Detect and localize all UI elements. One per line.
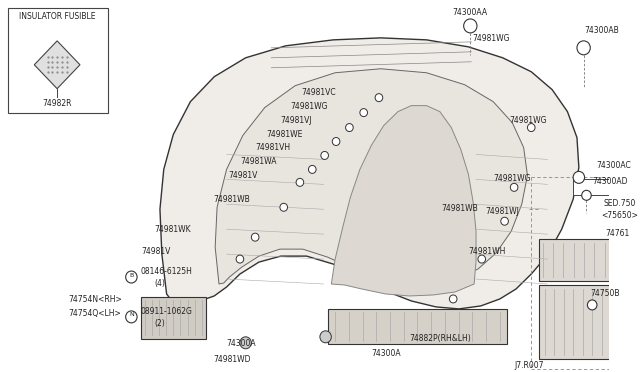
Text: 74754N<RH>: 74754N<RH> <box>68 295 122 304</box>
Text: 74981WK: 74981WK <box>154 225 191 234</box>
Text: 74981WH: 74981WH <box>468 247 506 256</box>
Circle shape <box>478 255 486 263</box>
Text: 74981WG: 74981WG <box>509 116 547 125</box>
Text: 08911-1062G: 08911-1062G <box>141 307 193 316</box>
Circle shape <box>280 203 287 211</box>
Text: 74300A: 74300A <box>371 349 401 358</box>
Polygon shape <box>215 69 527 284</box>
Text: 74982R: 74982R <box>42 99 72 108</box>
Circle shape <box>510 183 518 191</box>
Text: INSULATOR FUSIBLE: INSULATOR FUSIBLE <box>19 12 95 21</box>
Circle shape <box>125 271 137 283</box>
Text: 74981V: 74981V <box>141 247 170 256</box>
Text: B: B <box>129 273 134 278</box>
Bar <box>328 309 506 344</box>
Text: 74981WE: 74981WE <box>267 129 303 138</box>
Circle shape <box>332 138 340 145</box>
Circle shape <box>125 311 137 323</box>
Text: 74300AB: 74300AB <box>584 26 620 35</box>
Text: 74750B: 74750B <box>590 289 620 298</box>
Circle shape <box>449 295 457 303</box>
Bar <box>539 285 627 359</box>
Text: (4): (4) <box>154 279 165 288</box>
Circle shape <box>375 94 383 102</box>
Text: 74882P(RH&LH): 74882P(RH&LH) <box>410 334 471 343</box>
Circle shape <box>321 151 328 160</box>
Bar <box>573 179 609 195</box>
Circle shape <box>240 337 252 349</box>
Text: 74981WG: 74981WG <box>291 102 328 110</box>
Text: (2): (2) <box>154 319 165 328</box>
Polygon shape <box>160 38 579 309</box>
Bar <box>8 8 108 113</box>
Text: 74761: 74761 <box>605 229 630 238</box>
Circle shape <box>527 124 535 132</box>
Text: 74981V: 74981V <box>228 171 258 180</box>
Circle shape <box>573 171 584 183</box>
Text: 74754Q<LH>: 74754Q<LH> <box>68 309 122 318</box>
Circle shape <box>296 179 304 186</box>
Text: 74981VJ: 74981VJ <box>280 116 312 125</box>
Text: 74981WD: 74981WD <box>213 355 251 364</box>
Text: 74300AA: 74300AA <box>452 8 488 17</box>
Polygon shape <box>332 106 476 296</box>
Circle shape <box>252 233 259 241</box>
Text: 74300AD: 74300AD <box>592 177 628 186</box>
Bar <box>539 239 611 281</box>
Circle shape <box>346 124 353 132</box>
Text: 74981WJ: 74981WJ <box>486 207 520 216</box>
Bar <box>141 297 205 339</box>
Circle shape <box>236 255 244 263</box>
Text: J7.R007: J7.R007 <box>514 361 543 370</box>
Circle shape <box>500 217 508 225</box>
Circle shape <box>577 41 590 55</box>
Circle shape <box>308 166 316 173</box>
Text: 74300A: 74300A <box>227 339 256 348</box>
Circle shape <box>463 19 477 33</box>
Text: 74300AC: 74300AC <box>596 161 631 170</box>
Polygon shape <box>35 41 80 89</box>
Text: N: N <box>129 312 134 317</box>
Text: 74981WB: 74981WB <box>213 195 250 204</box>
Text: 74981WG: 74981WG <box>493 174 531 183</box>
Circle shape <box>320 331 332 343</box>
Text: 08146-6125H: 08146-6125H <box>141 267 193 276</box>
Text: 74981WB: 74981WB <box>442 204 479 213</box>
Circle shape <box>360 109 367 116</box>
Text: SED.750: SED.750 <box>604 199 636 208</box>
Text: 74981WG: 74981WG <box>472 34 509 43</box>
Text: 74981VC: 74981VC <box>301 88 335 97</box>
Circle shape <box>588 300 597 310</box>
Circle shape <box>582 190 591 200</box>
Text: 74981VH: 74981VH <box>255 144 291 153</box>
Text: <75650>: <75650> <box>602 211 639 220</box>
Text: 74981WA: 74981WA <box>240 157 276 166</box>
